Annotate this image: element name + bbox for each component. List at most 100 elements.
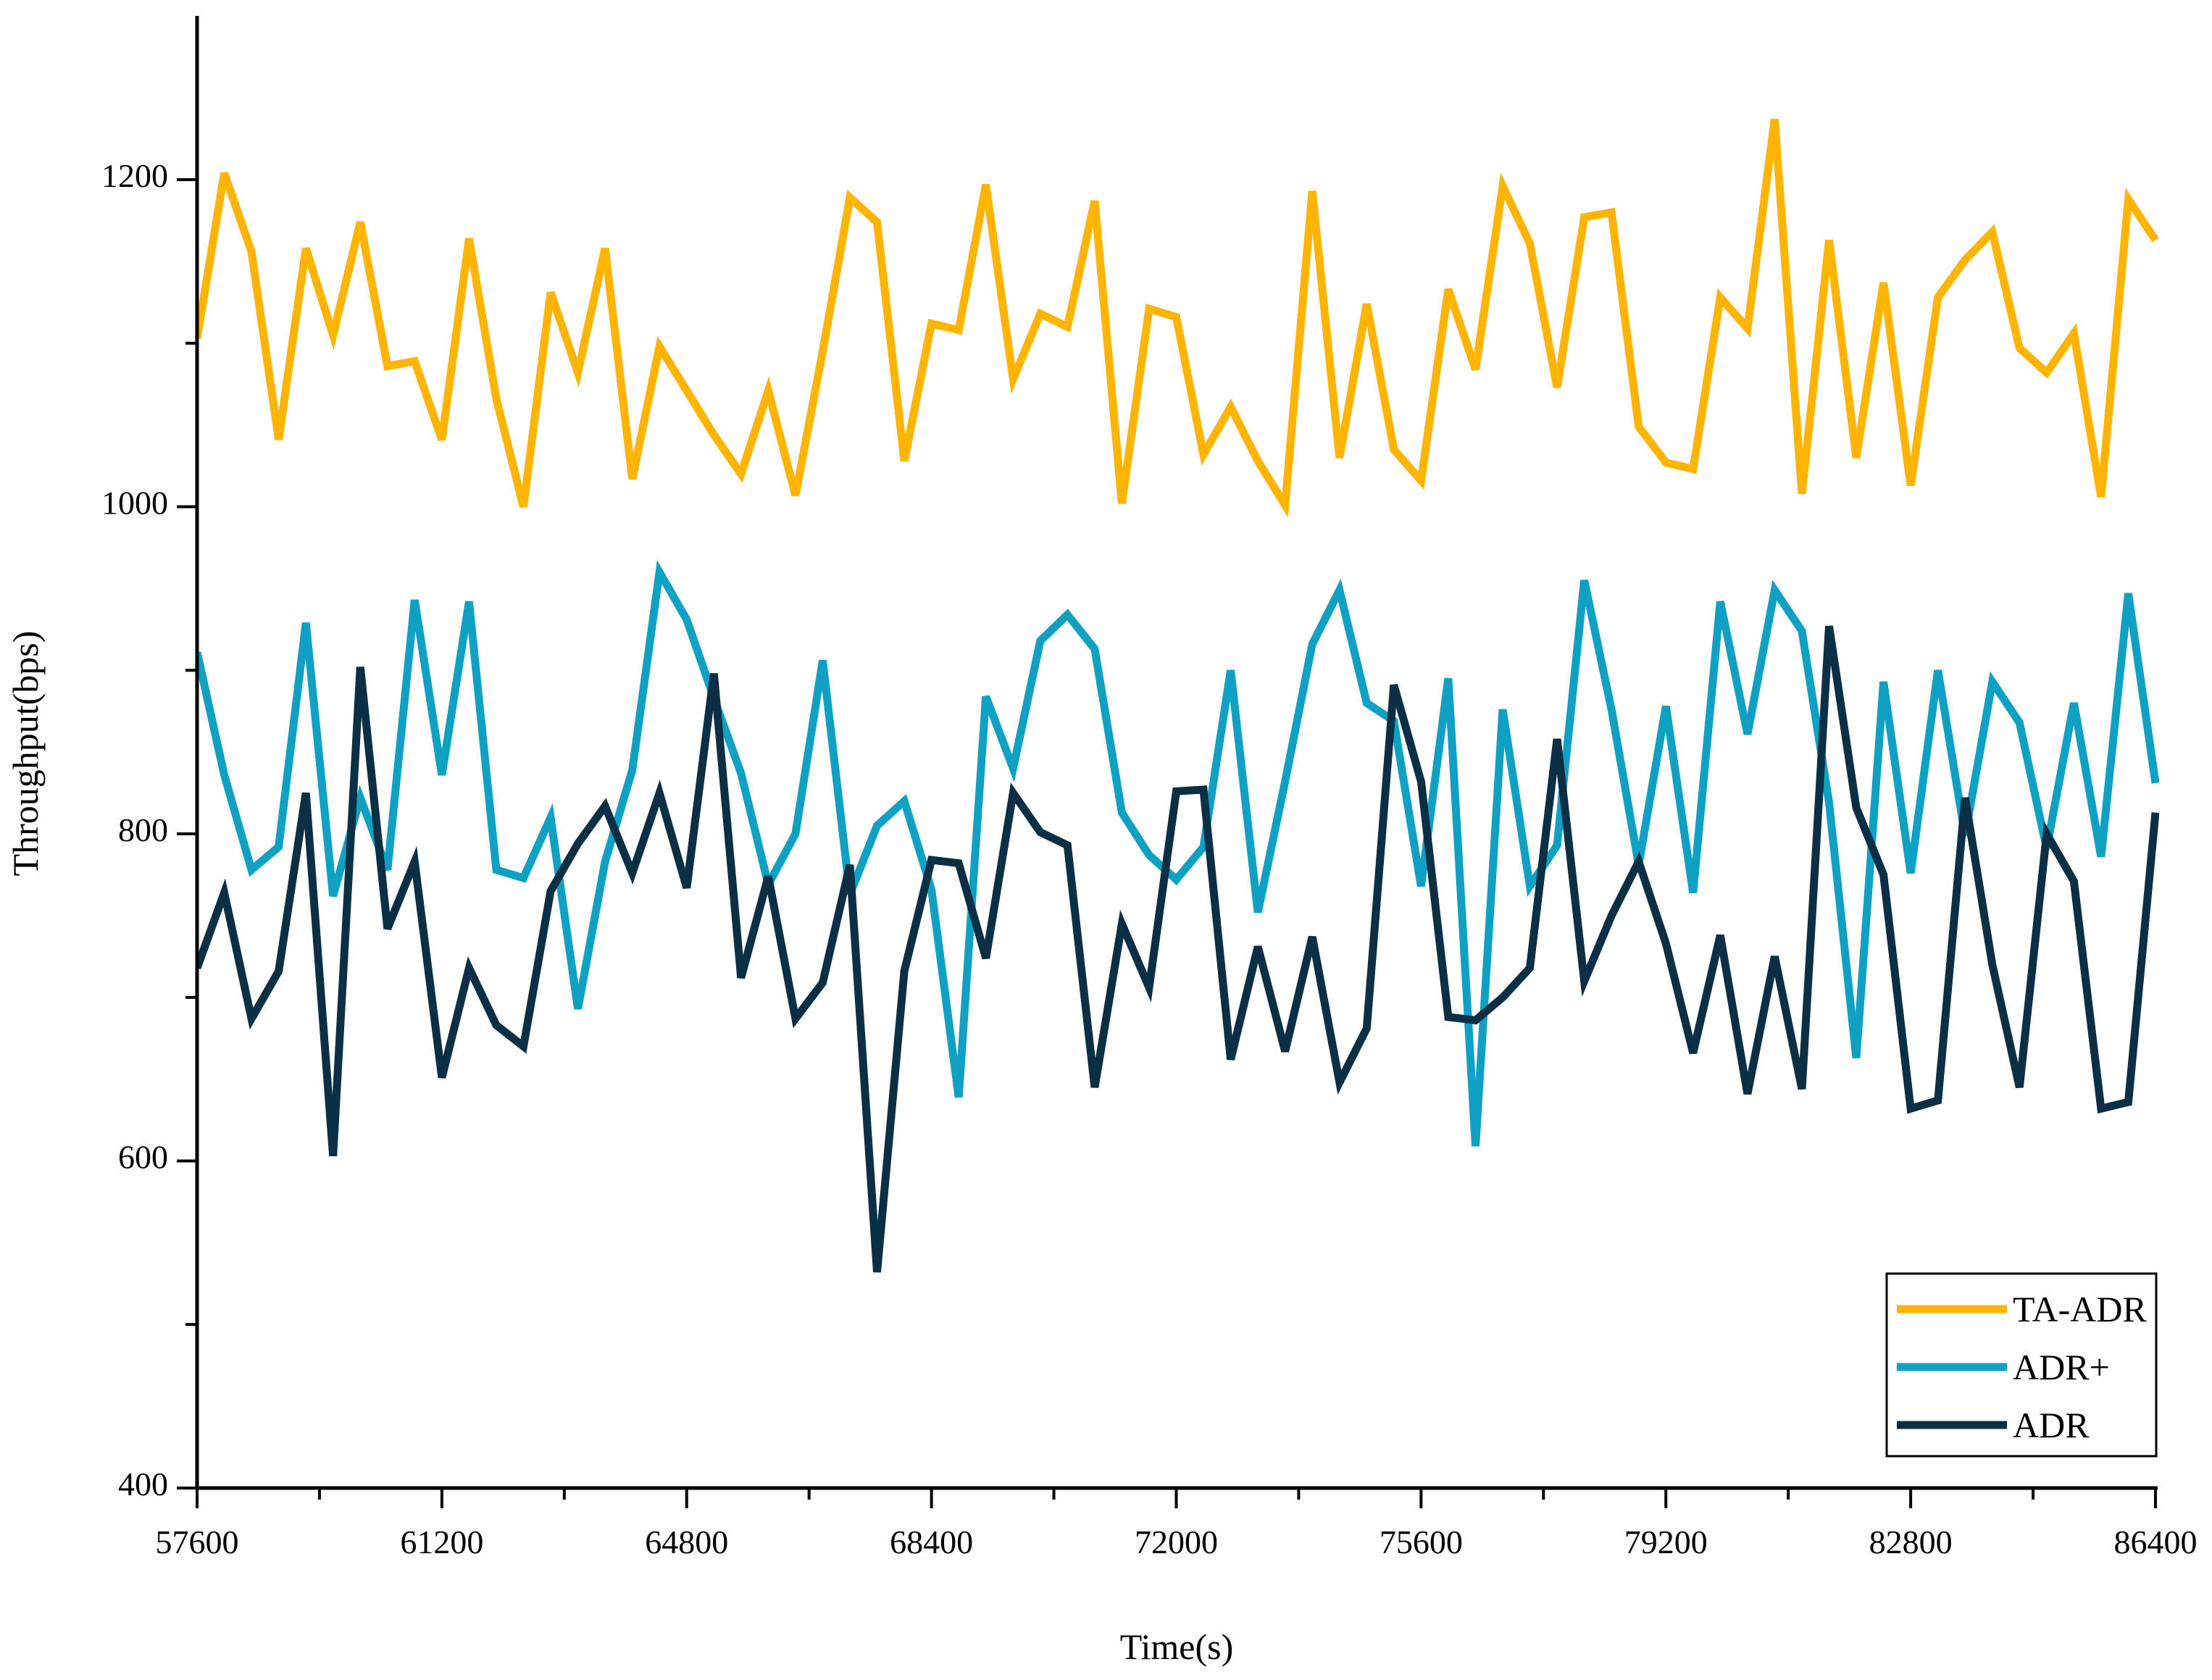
data-point-adr-plus	[547, 814, 554, 821]
data-point-adr	[1798, 1085, 1806, 1092]
data-point-adr-plus	[792, 830, 799, 837]
series-points-adr-plus	[193, 569, 2159, 1150]
data-point-adr	[1064, 842, 1071, 849]
data-point-adr-plus	[982, 693, 990, 700]
data-point-ta-adr	[520, 503, 527, 511]
data-point-adr-plus	[1527, 882, 1534, 890]
data-point-ta-adr	[1527, 240, 1534, 247]
data-point-adr	[1282, 1048, 1289, 1055]
x-tick-label: 86400	[2114, 1524, 2198, 1560]
x-tick-label: 75600	[1380, 1524, 1463, 1560]
data-point-adr-plus	[1880, 678, 1887, 685]
data-point-ta-adr	[1091, 197, 1098, 204]
data-point-ta-adr	[955, 327, 962, 334]
data-point-adr	[493, 1021, 500, 1029]
legend: TA-ADR ADR+ ADR	[1885, 1272, 2158, 1458]
data-point-adr-plus	[1091, 645, 1098, 653]
data-point-adr-plus	[465, 598, 472, 605]
data-point-adr-plus	[1336, 587, 1343, 594]
y-axis-title: Throughput(bps)	[5, 631, 46, 877]
data-point-adr-plus	[819, 657, 827, 664]
data-point-adr-plus	[1662, 703, 1669, 710]
data-point-adr	[629, 869, 636, 877]
data-point-ta-adr	[2070, 330, 2077, 337]
data-point-adr	[2043, 830, 2050, 837]
data-point-adr-plus	[1907, 869, 1914, 877]
data-point-adr	[928, 856, 935, 864]
data-point-ta-adr	[1145, 305, 1153, 312]
data-point-adr	[1417, 778, 1424, 785]
data-point-adr	[1662, 940, 1669, 947]
data-point-adr	[438, 1074, 446, 1081]
data-point-adr	[1227, 1056, 1235, 1063]
data-point-ta-adr	[901, 457, 908, 464]
y-tick-label: 600	[118, 1139, 168, 1176]
data-point-adr	[982, 955, 990, 962]
data-point-adr	[1472, 1016, 1479, 1024]
data-point-adr	[465, 964, 472, 971]
data-point-ta-adr	[1417, 477, 1424, 484]
data-point-ta-adr	[656, 343, 663, 350]
data-point-adr	[1527, 964, 1534, 971]
data-point-ta-adr	[1635, 423, 1643, 430]
data-point-ta-adr	[302, 245, 309, 252]
data-point-ta-adr	[248, 248, 255, 255]
data-point-adr	[764, 873, 772, 880]
data-point-ta-adr	[1282, 501, 1289, 509]
data-point-ta-adr	[738, 470, 745, 477]
data-point-ta-adr	[1390, 446, 1398, 454]
data-point-ta-adr	[683, 387, 690, 394]
data-point-ta-adr	[2098, 493, 2105, 501]
data-point-adr	[1608, 912, 1615, 919]
data-point-adr	[1390, 682, 1398, 689]
data-point-ta-adr	[1009, 375, 1017, 383]
data-point-adr-plus	[1227, 666, 1235, 674]
legend-label-adr-plus: ADR+	[2013, 1347, 2110, 1387]
data-point-ta-adr	[1118, 500, 1125, 507]
data-point-ta-adr	[1581, 214, 1588, 221]
data-point-ta-adr	[2152, 237, 2159, 244]
data-point-adr	[901, 968, 908, 975]
data-point-adr	[575, 840, 582, 848]
data-point-ta-adr	[629, 475, 636, 482]
data-point-adr-plus	[1744, 730, 1751, 737]
data-point-adr	[955, 860, 962, 867]
data-point-adr	[1091, 1084, 1098, 1091]
data-point-adr-plus	[356, 794, 364, 801]
data-point-adr-plus	[1363, 699, 1370, 706]
data-point-ta-adr	[819, 348, 827, 355]
data-point-adr	[710, 670, 717, 677]
data-point-adr	[1907, 1105, 1914, 1112]
data-point-adr-plus	[901, 798, 908, 805]
data-point-adr-plus	[955, 1094, 962, 1101]
data-point-adr-plus	[1608, 706, 1615, 713]
data-point-adr-plus	[275, 843, 283, 851]
data-point-adr-plus	[1118, 809, 1125, 816]
legend-item-ta-adr: TA-ADR	[1897, 1289, 2148, 1329]
data-point-adr	[1037, 829, 1044, 836]
data-point-ta-adr	[1826, 237, 1833, 244]
data-point-adr	[1363, 1025, 1370, 1032]
data-point-ta-adr	[465, 235, 472, 242]
data-point-adr-plus	[1581, 577, 1588, 584]
data-point-adr	[1744, 1090, 1751, 1098]
data-point-adr	[874, 1269, 881, 1276]
data-point-ta-adr	[1173, 314, 1180, 321]
data-point-adr	[1145, 984, 1153, 991]
data-point-adr-plus	[1445, 675, 1452, 682]
data-point-adr-plus	[302, 619, 309, 627]
data-point-adr-plus	[1989, 678, 1996, 685]
data-point-adr	[1635, 858, 1643, 865]
data-point-ta-adr	[2125, 196, 2132, 203]
data-point-ta-adr	[1798, 490, 1806, 497]
data-point-ta-adr	[1880, 279, 1887, 286]
y-tick-label: 400	[118, 1466, 168, 1503]
data-point-adr	[2016, 1084, 2023, 1091]
x-tick-label: 68400	[890, 1524, 973, 1560]
data-point-adr	[1553, 735, 1561, 743]
data-point-ta-adr	[1254, 457, 1261, 464]
data-point-adr-plus	[520, 874, 527, 882]
x-tick-label: 72000	[1135, 1524, 1218, 1560]
series-layer	[193, 118, 2159, 1276]
